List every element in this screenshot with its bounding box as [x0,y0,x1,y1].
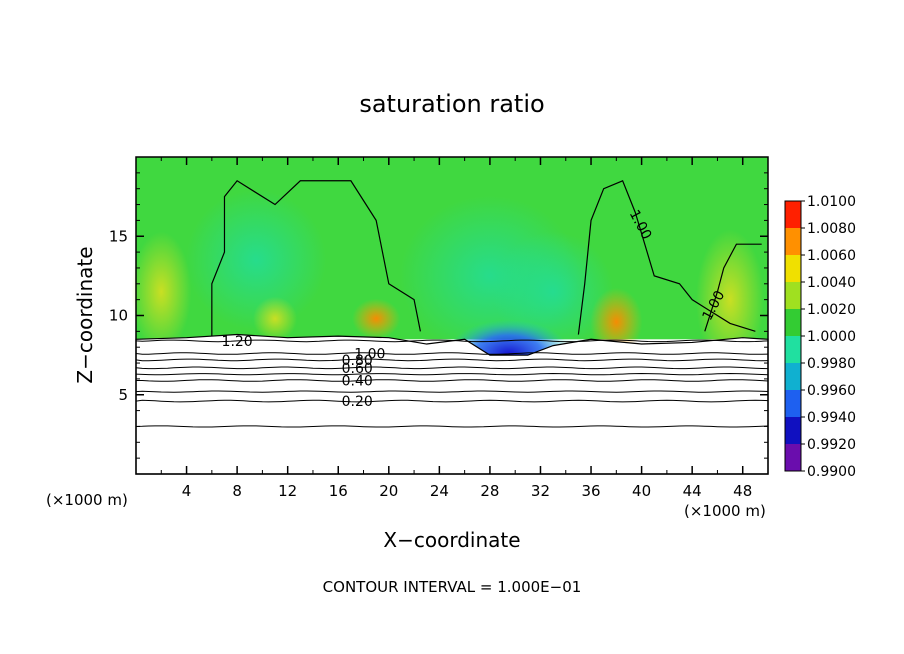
colorbar-swatch [785,444,801,471]
x-unit-left: (×1000 m) [46,491,128,509]
x-tick-label: 40 [632,482,651,500]
y-tick-label: 10 [109,307,128,325]
colorbar-swatch [785,363,801,390]
contour-line [135,399,769,403]
colorbar-swatch [785,417,801,444]
x-axis-title: X−coordinate [383,528,520,552]
anomaly-blob [590,287,643,356]
y-axis: 5 10 15 [109,172,768,459]
anomaly-blob [253,296,298,341]
x-tick-label: 16 [329,482,348,500]
cloud-region [135,333,769,475]
x-tick-label: 20 [379,482,398,500]
colorbar-label: 1.0100 [807,194,856,210]
x-tick-label: 36 [581,482,600,500]
contour-line [135,352,769,355]
x-tick-label: 28 [480,482,499,500]
colorbar-swatch [785,255,801,282]
colorbar-label: 0.9920 [807,437,856,453]
contour-line-upper [211,179,421,337]
colorbar-swatch [785,201,801,228]
y-tick-label: 15 [109,227,128,245]
colorbar-label: 0.9940 [807,410,856,426]
x-tick-label: 8 [232,482,242,500]
anomaly-blob [131,231,192,352]
contour-line [135,379,769,382]
contour-labels: 0.200.400.600.801.001.201.001.00 [222,207,729,410]
cloud-outline [135,333,769,475]
colorbar-swatch [785,390,801,417]
contour-label: 0.80 [342,353,373,369]
x-axis: 4 8 12 16 20 24 28 32 36 40 44 48 [160,157,752,500]
contour-interval-note: CONTOUR INTERVAL = 1.000E−01 [323,578,582,596]
anomaly-blob [186,190,327,331]
colorbar-swatch [785,309,801,336]
contour-label: 0.20 [342,394,373,410]
contour-line [135,425,769,428]
x-tick-label: 44 [683,482,702,500]
y-axis-title: Z−coordinate [73,246,97,383]
x-tick-label: 32 [531,482,550,500]
contour-line [135,366,769,370]
contour-lines [135,179,769,428]
anomaly-blobs [131,190,765,382]
contour-line-upper [577,179,756,335]
colorbar-swatch [785,282,801,309]
chart-title: saturation ratio [359,90,544,118]
contour-line-upper [704,243,762,332]
colorbar-label: 1.0000 [807,329,856,345]
colorbar-swatch [785,336,801,363]
contour-line [135,390,769,393]
contour-line [135,372,769,376]
x-tick-label: 24 [430,482,449,500]
anomaly-blob [696,229,765,370]
contour-line [135,339,769,343]
colorbar-swatch [785,228,801,255]
colorbar-label: 1.0060 [807,248,856,264]
x-unit-right: (×1000 m) [684,502,766,520]
colorbar-label: 1.0020 [807,302,856,318]
colorbar-label: 1.0080 [807,221,856,237]
contour-label: 0.60 [342,361,373,377]
colorbar-label: 1.0040 [807,275,856,291]
contour-label: 1.20 [222,334,253,350]
colorbar-label: 0.9980 [807,356,856,372]
colorbar: 0.9900 0.9920 0.9940 0.9960 0.9980 1.0000 1.00… [784,194,856,480]
x-tick-label: 48 [733,482,752,500]
contour-label: 0.40 [342,373,373,389]
y-tick-label: 5 [118,386,128,404]
contour-line [135,358,769,362]
x-tick-label: 12 [278,482,297,500]
colorbar-label: 0.9960 [807,383,856,399]
colorbar-label: 0.9900 [807,464,856,480]
anomaly-blob [352,298,401,339]
contour-label: 1.00 [354,347,385,363]
x-tick-label: 4 [182,482,192,500]
